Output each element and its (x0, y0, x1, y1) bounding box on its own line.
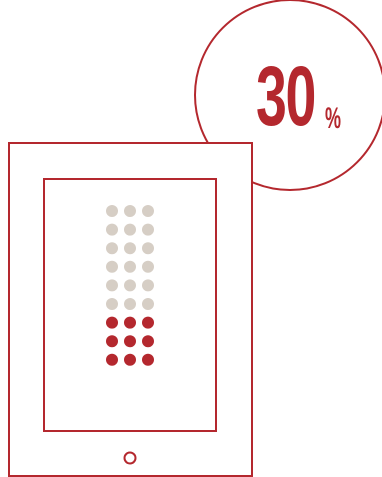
dot-inactive (124, 279, 136, 292)
dot-inactive (142, 279, 154, 292)
dot-inactive (106, 279, 118, 292)
dot-inactive (142, 205, 154, 217)
dot-highlighted (142, 335, 154, 348)
dot-highlighted (124, 335, 136, 348)
dot-highlighted (124, 353, 136, 366)
dot-inactive (142, 260, 154, 273)
dot-inactive (142, 223, 154, 236)
dot-highlighted (106, 316, 118, 329)
dot-inactive (142, 242, 154, 255)
dot-highlighted (106, 353, 118, 366)
dot-inactive (106, 260, 118, 273)
dot-highlighted (124, 316, 136, 329)
dot-inactive (124, 205, 136, 217)
dot-highlighted (106, 335, 118, 348)
dot-highlighted (142, 353, 154, 366)
dot-inactive (124, 242, 136, 255)
dot-inactive (124, 298, 136, 310)
dot-inactive (106, 242, 118, 255)
dot-grid (106, 205, 154, 366)
dot-inactive (124, 260, 136, 273)
dot-inactive (124, 223, 136, 236)
home-button-icon (123, 451, 137, 465)
percentage-unit: % (325, 102, 342, 135)
dot-inactive (142, 298, 154, 310)
dot-highlighted (142, 316, 154, 329)
dot-inactive (106, 223, 118, 236)
dot-inactive (106, 205, 118, 217)
percentage-value: 30 (256, 49, 316, 143)
percentage-circle (194, 0, 382, 191)
dot-inactive (106, 298, 118, 310)
